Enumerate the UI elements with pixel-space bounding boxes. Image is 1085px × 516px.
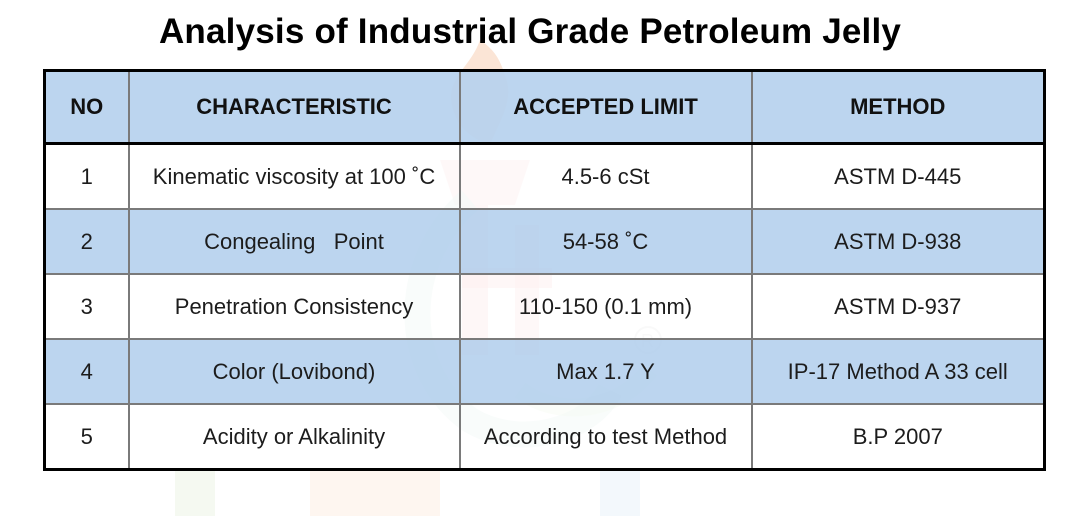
table-row: 5 Acidity or Alkalinity According to tes… xyxy=(43,403,1046,471)
cell-method: IP-17 Method A 33 cell xyxy=(750,338,1046,405)
cell-characteristic: Kinematic viscosity at 100 ˚C xyxy=(127,142,461,210)
table-header-row: NO CHARACTERISTIC ACCEPTED LIMIT METHOD xyxy=(43,69,1046,145)
cell-characteristic: Color (Lovibond) xyxy=(127,338,461,405)
cell-no: 4 xyxy=(43,338,130,405)
bottom-shape-3 xyxy=(600,470,640,516)
cell-method: ASTM D-445 xyxy=(750,142,1046,210)
cell-limit: According to test Method xyxy=(458,403,753,471)
cell-limit: 54-58 ˚C xyxy=(458,208,753,275)
cell-no: 5 xyxy=(43,403,130,471)
cell-method: ASTM D-938 xyxy=(750,208,1046,275)
cell-no: 2 xyxy=(43,208,130,275)
header-accepted-limit: ACCEPTED LIMIT xyxy=(458,69,753,145)
cell-no: 3 xyxy=(43,273,130,340)
cell-characteristic: Penetration Consistency xyxy=(127,273,461,340)
bottom-shape-1 xyxy=(175,470,215,516)
header-characteristic: CHARACTERISTIC xyxy=(127,69,461,145)
table-row: 3 Penetration Consistency 110-150 (0.1 m… xyxy=(43,273,1046,340)
bottom-shape-2 xyxy=(310,470,440,516)
cell-limit: 4.5-6 cSt xyxy=(458,142,753,210)
cell-characteristic: Congealing Point xyxy=(127,208,461,275)
cell-no: 1 xyxy=(43,142,130,210)
cell-characteristic: Acidity or Alkalinity xyxy=(127,403,461,471)
table-row: 4 Color (Lovibond) Max 1.7 Y IP-17 Metho… xyxy=(43,338,1046,405)
header-no: NO xyxy=(43,69,130,145)
cell-method: B.P 2007 xyxy=(750,403,1046,471)
cell-limit: Max 1.7 Y xyxy=(458,338,753,405)
cell-method: ASTM D-937 xyxy=(750,273,1046,340)
header-method: METHOD xyxy=(750,69,1046,145)
analysis-table: NO CHARACTERISTIC ACCEPTED LIMIT METHOD … xyxy=(43,69,1046,471)
cell-limit: 110-150 (0.1 mm) xyxy=(458,273,753,340)
table-row: 1 Kinematic viscosity at 100 ˚C 4.5-6 cS… xyxy=(43,142,1046,210)
table-row: 2 Congealing Point 54-58 ˚C ASTM D-938 xyxy=(43,208,1046,275)
page-title: Analysis of Industrial Grade Petroleum J… xyxy=(158,12,902,51)
